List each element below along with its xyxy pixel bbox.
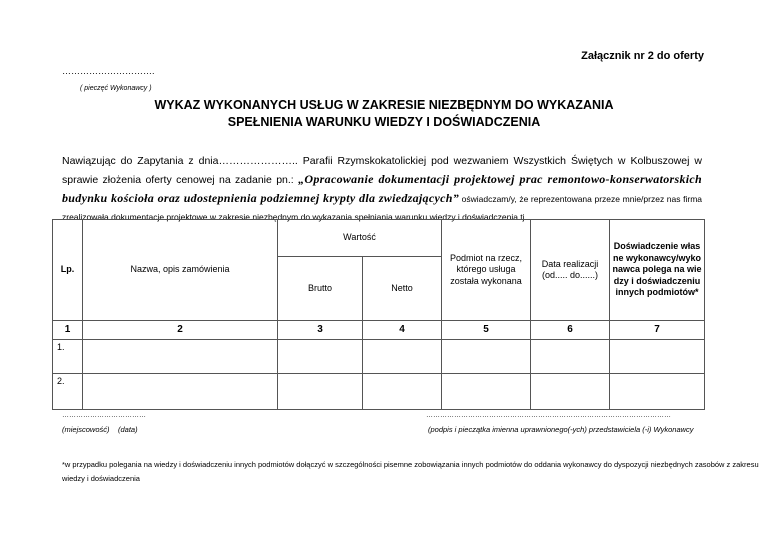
header-entity: Podmiot na rzecz, którego usługa została… bbox=[441, 219, 531, 321]
title-line-2: SPEŁNIENIA WARUNKU WIEDZY I DOŚWIADCZENI… bbox=[227, 115, 541, 129]
date-label: (data) bbox=[118, 425, 138, 434]
col-number: 4 bbox=[362, 320, 442, 340]
col-number: 5 bbox=[441, 320, 531, 340]
project-name: „Opracowanie dokumentacji projektowej pr… bbox=[62, 172, 702, 205]
table-cell[interactable] bbox=[530, 373, 610, 410]
signature-label: (podpis i pieczątka imienna uprawnionego… bbox=[428, 425, 694, 434]
place-label: (miejscowość) bbox=[62, 425, 110, 434]
table-cell[interactable] bbox=[277, 373, 363, 410]
table-cell[interactable] bbox=[441, 373, 531, 410]
header-net: Netto bbox=[362, 256, 442, 321]
table-row: 2. bbox=[52, 373, 705, 410]
footnote-line-1: *w przypadku polegania na wiedzy i doświ… bbox=[62, 460, 759, 469]
row-number: 1. bbox=[52, 339, 83, 374]
stamp-dots: …………………………. bbox=[62, 66, 155, 76]
declaration-text: oświadczam/y, że reprezentowana przeze m… bbox=[62, 194, 702, 222]
services-table: Lp. Nazwa, opis zamówienia Wartość Podmi… bbox=[52, 219, 705, 410]
table-cell[interactable] bbox=[82, 373, 278, 410]
header-experience: Doświadczenie własne wykonawcy/wykonawca… bbox=[609, 219, 705, 321]
col-number: 2 bbox=[82, 320, 278, 340]
col-number: 7 bbox=[609, 320, 705, 340]
footnote-line-2: wiedzy i doświadczenia bbox=[62, 474, 140, 483]
table-cell[interactable] bbox=[277, 339, 363, 374]
header-name: Nazwa, opis zamówienia bbox=[82, 219, 278, 321]
col-number: 6 bbox=[530, 320, 610, 340]
table-cell[interactable] bbox=[362, 373, 442, 410]
col-number: 3 bbox=[277, 320, 363, 340]
attachment-label: Załącznik nr 2 do oferty bbox=[581, 50, 704, 62]
header-lp: Lp. bbox=[52, 219, 83, 321]
column-number-row: 1 2 3 4 5 6 7 bbox=[52, 320, 705, 340]
table-cell[interactable] bbox=[609, 373, 705, 410]
title-line-1: WYKAZ WYKONANYCH USŁUG W ZAKRESIE NIEZBĘ… bbox=[154, 98, 614, 112]
intro-text: Nawiązując do Zapytania z dnia………………….. … bbox=[62, 155, 702, 186]
row-number: 2. bbox=[52, 373, 83, 410]
table-cell[interactable] bbox=[362, 339, 442, 374]
header-date: Data realizacji (od..... do......) bbox=[530, 219, 610, 321]
signature-dots: …………………………………………………………………………………………… bbox=[426, 412, 671, 419]
header-gross: Brutto bbox=[277, 256, 363, 321]
table-cell[interactable] bbox=[530, 339, 610, 374]
place-date-dots: ……………………………… bbox=[62, 412, 146, 419]
col-number: 1 bbox=[52, 320, 83, 340]
table-row: 1. bbox=[52, 339, 705, 374]
table-cell[interactable] bbox=[82, 339, 278, 374]
header-value: Wartość bbox=[277, 219, 442, 257]
table-cell[interactable] bbox=[441, 339, 531, 374]
stamp-label: ( pieczęć Wykonawcy ) bbox=[80, 85, 152, 92]
intro-paragraph: Nawiązując do Zapytania z dnia………………….. … bbox=[62, 152, 702, 226]
table-cell[interactable] bbox=[609, 339, 705, 374]
